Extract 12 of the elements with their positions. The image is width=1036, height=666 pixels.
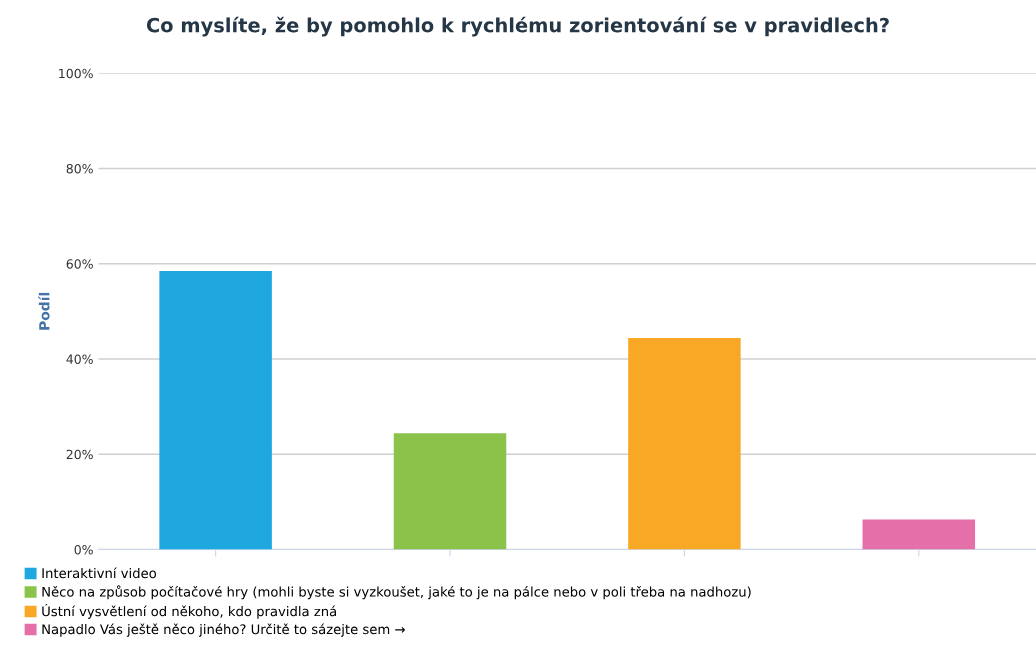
y-tick-label: 80%	[66, 163, 93, 174]
y-tick-label: 40%	[66, 354, 93, 364]
y-axis-title: Podíl	[38, 292, 50, 330]
legend-label: Napadlo Vás ještě něco jiného? Určitě to sázejte sem →	[42, 623, 405, 637]
y-tick-label: 100%	[59, 68, 93, 79]
legend-label: Interaktivní video	[42, 567, 157, 579]
legend-label: Něco na způsob počítačové hry (mohli byste si vyzkoušet, jaké to je na pálce nebo v poli třeba na nadhozu)	[42, 585, 751, 600]
legend-label: Ústní vysvětlení od někoho, kdo pravidla zná	[42, 603, 336, 619]
chart-title: Co myslíte, že by pomohlo k rychlému zorientování se v pravidlech?	[146, 16, 889, 37]
y-tick-label: 0%	[74, 544, 93, 555]
y-tick-label: 20%	[66, 449, 93, 460]
y-tick-label: 60%	[66, 259, 93, 269]
